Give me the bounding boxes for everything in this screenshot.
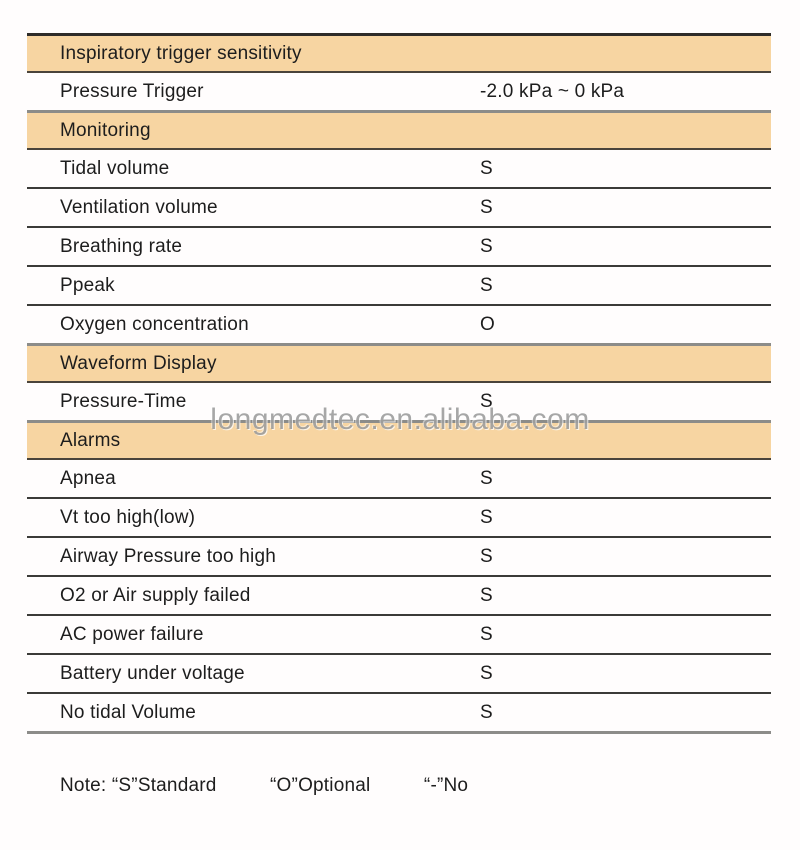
- row-value: S: [480, 235, 493, 257]
- row-value: S: [480, 701, 493, 723]
- row-value: S: [480, 196, 493, 218]
- section-header-label: Alarms: [60, 429, 121, 451]
- row-label: Tidal volume: [60, 157, 170, 179]
- row-label: Ventilation volume: [60, 196, 218, 218]
- row-value: -2.0 kPa ~ 0 kPa: [480, 80, 625, 102]
- row-label: AC power failure: [60, 623, 204, 645]
- section-header-inspiratory-trigger: Inspiratory trigger sensitivity: [27, 33, 771, 73]
- row-vt-too-high-low: Vt too high(low) S: [27, 497, 771, 536]
- section-header-monitoring: Monitoring: [27, 110, 771, 150]
- row-value: S: [480, 584, 493, 606]
- row-value: S: [480, 545, 493, 567]
- row-label: Vt too high(low): [60, 506, 196, 528]
- row-apnea: Apnea S: [27, 460, 771, 497]
- section-header-label: Waveform Display: [60, 352, 217, 374]
- row-ppeak: Ppeak S: [27, 265, 771, 304]
- row-label: Pressure Trigger: [60, 80, 204, 102]
- row-battery-under-voltage: Battery under voltage S: [27, 653, 771, 692]
- row-label: Breathing rate: [60, 235, 183, 257]
- legend-note: Note: “S”Standard “O”Optional “-”No: [60, 775, 468, 797]
- row-label: O2 or Air supply failed: [60, 584, 251, 606]
- row-value: S: [480, 506, 493, 528]
- row-no-tidal-volume: No tidal Volume S: [27, 692, 771, 731]
- row-value: S: [480, 467, 493, 489]
- section-header-label: Inspiratory trigger sensitivity: [60, 42, 302, 64]
- row-oxygen-concentration: Oxygen concentration O: [27, 304, 771, 343]
- row-label: No tidal Volume: [60, 701, 197, 723]
- watermark: longmedtec.en.alibaba.com: [210, 403, 590, 436]
- section-header-waveform-display: Waveform Display: [27, 343, 771, 383]
- row-value: S: [480, 157, 493, 179]
- row-pressure-time: Pressure-Time S: [27, 383, 771, 420]
- row-pressure-trigger: Pressure Trigger -2.0 kPa ~ 0 kPa: [27, 73, 771, 110]
- row-label: Ppeak: [60, 274, 115, 296]
- row-label: Pressure-Time: [60, 390, 187, 412]
- row-value: S: [480, 662, 493, 684]
- row-label: Battery under voltage: [60, 662, 245, 684]
- row-ventilation-volume: Ventilation volume S: [27, 187, 771, 226]
- section-header-label: Monitoring: [60, 119, 151, 141]
- note-standard: Note: “S”Standard: [60, 775, 217, 796]
- row-breathing-rate: Breathing rate S: [27, 226, 771, 265]
- row-airway-pressure-too-high: Airway Pressure too high S: [27, 536, 771, 575]
- row-label: Airway Pressure too high: [60, 545, 277, 567]
- note-no: “-”No: [423, 775, 469, 796]
- row-value: S: [480, 623, 493, 645]
- row-o2-or-air-supply-failed: O2 or Air supply failed S: [27, 575, 771, 614]
- row-value: S: [480, 390, 493, 412]
- row-tidal-volume: Tidal volume S: [27, 150, 771, 187]
- note-optional: “O”Optional: [270, 775, 371, 796]
- spec-table: Inspiratory trigger sensitivity Pressure…: [27, 33, 771, 734]
- row-value: O: [480, 313, 495, 335]
- row-ac-power-failure: AC power failure S: [27, 614, 771, 653]
- row-label: Apnea: [60, 467, 116, 489]
- section-header-alarms: Alarms: [27, 420, 771, 460]
- row-value: S: [480, 274, 493, 296]
- row-label: Oxygen concentration: [60, 313, 249, 335]
